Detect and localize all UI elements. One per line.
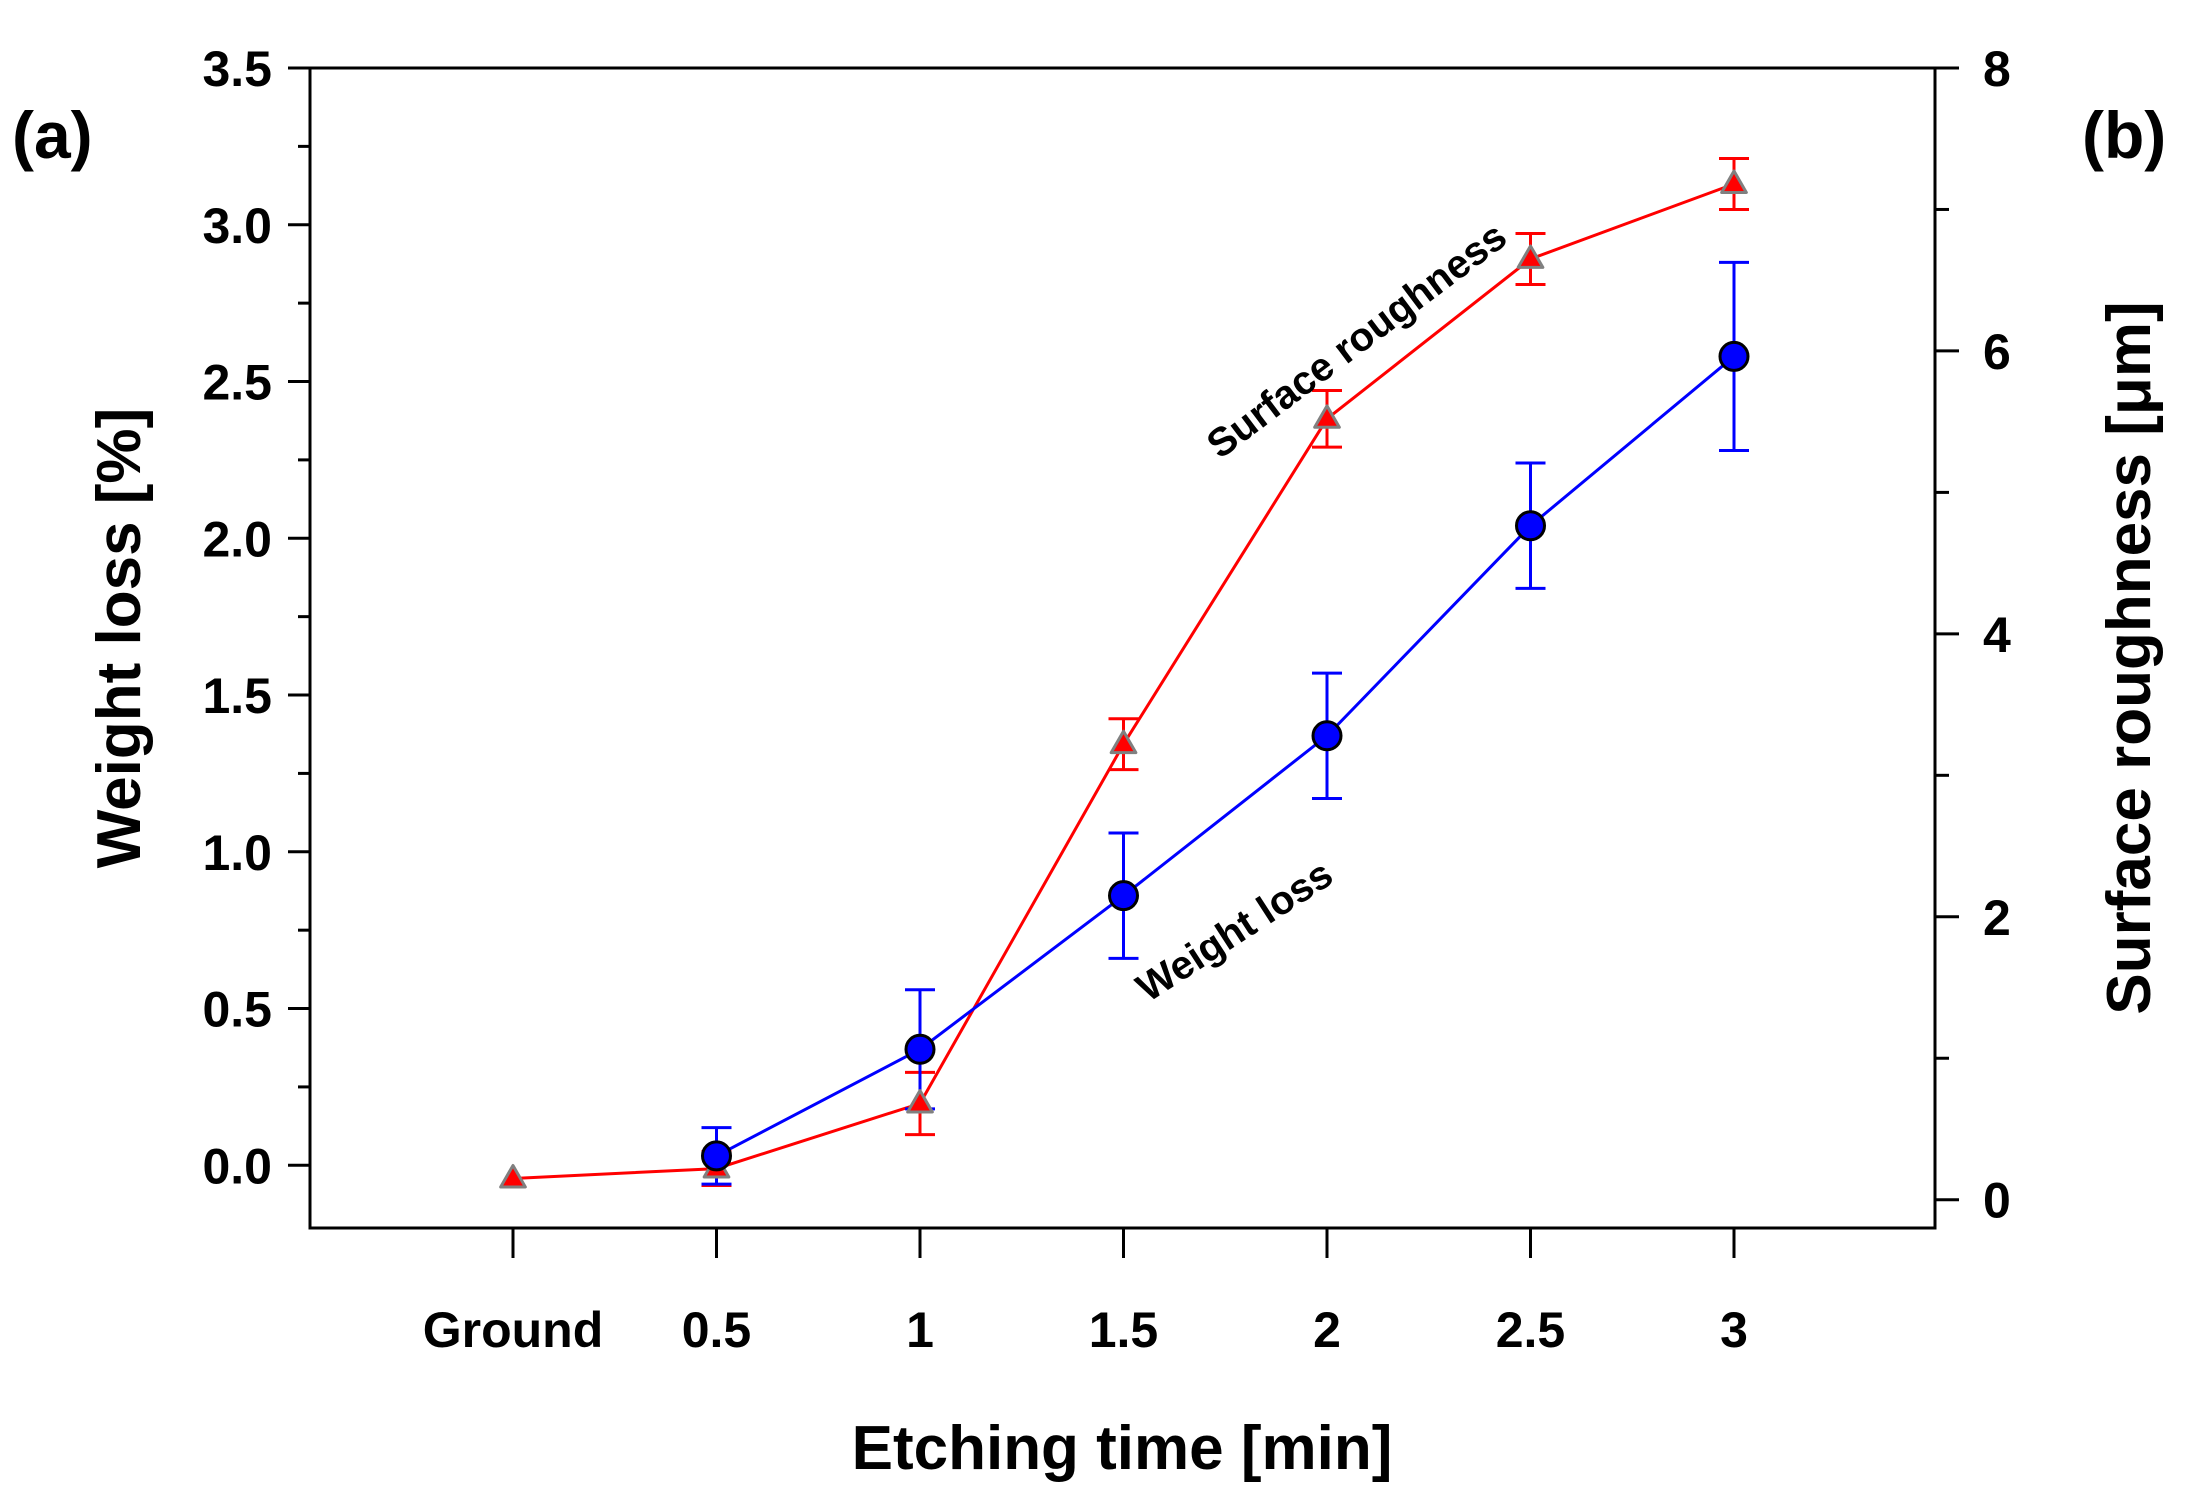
left-axis: 0.0 0.5 1.0 1.5 2.0 2.5 3.0 3.5 [202,41,310,1194]
left-tick-label: 0.5 [202,982,272,1038]
x-tick-label: 1 [906,1302,934,1358]
x-tick-label: 2.5 [1496,1302,1566,1358]
series-error-bars [701,157,1749,1188]
left-tick-label: 3.5 [202,41,272,97]
series-label-surface-roughness: Surface roughness [1199,214,1515,467]
left-tick-label: 0.0 [202,1138,272,1194]
left-tick-label: 3.0 [202,198,272,254]
surface-roughness-point [1313,404,1341,429]
panel-label-a: (a) [12,98,93,172]
x-tick-label: 0.5 [682,1302,752,1358]
y-axis-title-left: Weight loss [%] [85,408,154,868]
right-tick-label: 4 [1983,607,2011,663]
series-markers [499,169,1750,1189]
surface-roughness-point [1516,244,1545,269]
x-tick-label: 1.5 [1089,1302,1159,1358]
x-tick-label: Ground [423,1302,604,1358]
surface-roughness-point [499,1163,527,1189]
x-tick-label: 3 [1720,1302,1748,1358]
x-axis: Ground 0.5 1 1.5 2 2.5 3 [423,1228,1748,1358]
y-axis-title-right: Surface roughness [μm] [2095,301,2164,1014]
left-tick-label: 2.0 [202,511,272,567]
surface-roughness-point [1720,169,1748,194]
right-tick-label: 6 [1983,324,2011,380]
weight-loss-point [701,1140,732,1172]
left-tick-label: 1.5 [202,668,272,724]
surface-roughness-point [1109,729,1138,755]
left-tick-label: 1.0 [202,825,272,881]
plot-frame [308,66,1937,1230]
series-lines [512,182,1735,1180]
left-tick-label: 2.5 [202,355,272,411]
weight-loss-point [1311,720,1343,752]
weight-loss-line [715,355,1735,1158]
right-axis: 0 2 4 6 8 [1935,41,2011,1229]
weight-loss-point [1108,880,1139,912]
weight-loss-point [1515,510,1546,542]
surface-roughness-line [512,182,1735,1180]
right-tick-label: 0 [1983,1173,2011,1229]
right-tick-label: 8 [1983,41,2011,97]
series-layer [499,157,1750,1189]
series-label-weight-loss: Weight loss [1129,852,1341,1011]
weight-loss-point [904,1033,936,1065]
weight-loss-point [1718,340,1750,372]
x-axis-title: Etching time [min] [852,1414,1393,1483]
surface-roughness-point [906,1089,934,1114]
right-tick-label: 2 [1983,890,2011,946]
x-tick-label: 2 [1313,1302,1341,1358]
panel-label-b: (b) [2082,98,2166,172]
